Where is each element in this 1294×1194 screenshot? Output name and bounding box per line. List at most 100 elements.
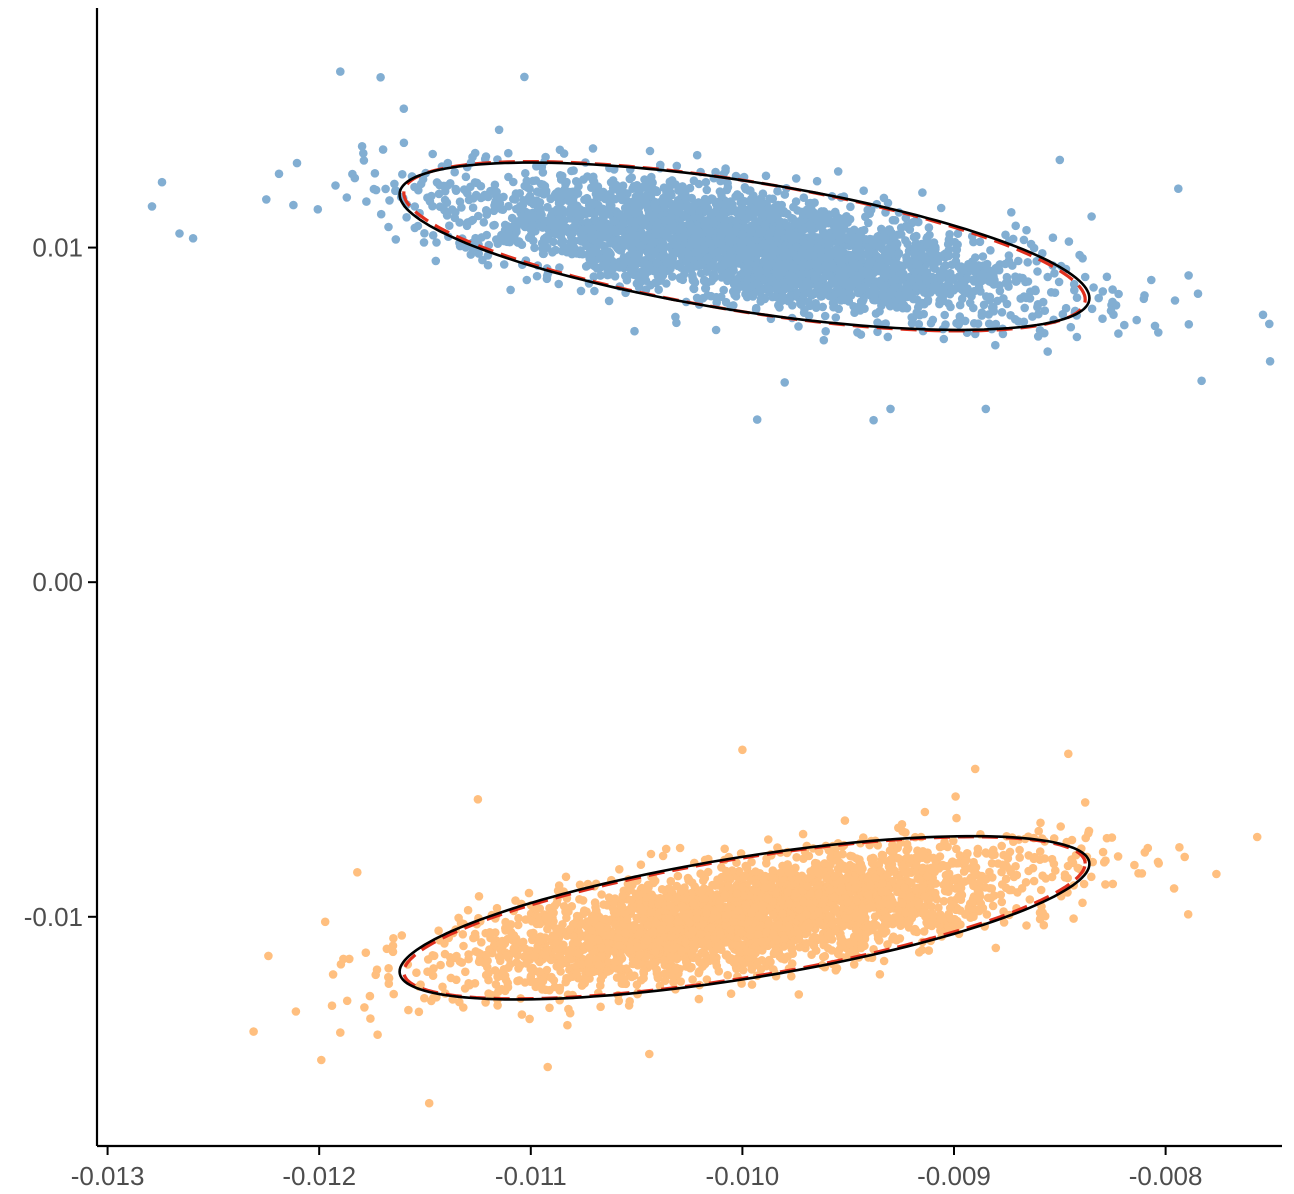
data-point bbox=[945, 235, 954, 244]
data-point bbox=[773, 186, 782, 196]
data-point bbox=[1089, 283, 1098, 292]
data-point bbox=[451, 186, 461, 195]
data-point bbox=[416, 179, 426, 189]
data-point bbox=[628, 217, 637, 227]
data-point bbox=[933, 257, 943, 266]
data-point bbox=[504, 230, 513, 240]
data-point bbox=[525, 1014, 534, 1024]
data-point bbox=[1033, 267, 1042, 276]
data-point bbox=[514, 913, 523, 923]
data-point bbox=[619, 194, 628, 204]
data-point bbox=[934, 903, 943, 912]
data-point bbox=[863, 205, 872, 215]
data-point bbox=[779, 278, 788, 288]
data-point bbox=[659, 229, 669, 239]
data-point bbox=[811, 260, 821, 270]
data-point bbox=[809, 251, 818, 261]
data-point bbox=[879, 298, 888, 307]
data-point bbox=[719, 285, 728, 295]
data-point bbox=[652, 205, 661, 214]
data-point bbox=[819, 335, 829, 345]
data-point bbox=[336, 960, 346, 969]
data-point bbox=[686, 206, 696, 216]
data-point bbox=[492, 903, 502, 913]
data-point bbox=[952, 813, 961, 823]
data-point bbox=[652, 258, 661, 268]
data-point bbox=[621, 271, 630, 281]
data-point bbox=[398, 170, 407, 179]
data-point bbox=[939, 896, 949, 906]
data-point bbox=[542, 965, 552, 975]
data-point bbox=[1183, 910, 1193, 919]
data-point bbox=[350, 173, 360, 183]
data-point bbox=[981, 404, 991, 414]
data-point bbox=[786, 291, 795, 301]
data-point bbox=[959, 265, 968, 275]
data-point bbox=[1102, 272, 1112, 282]
data-point bbox=[736, 239, 745, 249]
data-point bbox=[985, 277, 994, 286]
data-point bbox=[952, 240, 962, 250]
data-point bbox=[875, 307, 884, 316]
data-point bbox=[941, 879, 950, 888]
data-point bbox=[640, 175, 649, 184]
data-point bbox=[853, 303, 862, 312]
data-point bbox=[489, 221, 498, 230]
data-point bbox=[701, 177, 711, 187]
data-point bbox=[696, 260, 706, 270]
data-point bbox=[509, 177, 518, 187]
data-point bbox=[871, 277, 881, 286]
data-point bbox=[548, 248, 557, 257]
data-point bbox=[940, 310, 949, 320]
data-point bbox=[390, 179, 399, 189]
data-point bbox=[1170, 296, 1180, 305]
data-point bbox=[695, 206, 705, 215]
data-point bbox=[546, 194, 555, 204]
data-point bbox=[896, 261, 905, 270]
data-point bbox=[530, 243, 539, 253]
data-point bbox=[552, 939, 561, 948]
data-point bbox=[597, 204, 606, 213]
data-point bbox=[872, 264, 881, 274]
data-point bbox=[779, 244, 789, 254]
data-point bbox=[735, 247, 744, 256]
data-point bbox=[916, 251, 926, 260]
data-point bbox=[702, 267, 711, 277]
data-point bbox=[342, 193, 352, 202]
data-point bbox=[821, 327, 830, 336]
data-point bbox=[1075, 250, 1084, 260]
data-point bbox=[764, 835, 773, 844]
data-point bbox=[614, 244, 624, 253]
data-point bbox=[320, 917, 330, 927]
data-point bbox=[529, 213, 539, 222]
data-point bbox=[376, 209, 386, 219]
data-point bbox=[1025, 895, 1035, 904]
data-point bbox=[769, 244, 779, 254]
data-point bbox=[808, 214, 817, 223]
data-point bbox=[944, 299, 953, 308]
data-point bbox=[797, 270, 807, 280]
data-point bbox=[777, 200, 786, 210]
data-point bbox=[743, 257, 752, 267]
data-point bbox=[757, 285, 767, 294]
data-point bbox=[274, 169, 284, 179]
data-point bbox=[909, 294, 918, 304]
data-point bbox=[385, 196, 394, 205]
data-point bbox=[775, 216, 784, 226]
data-point bbox=[1025, 294, 1035, 303]
data-point bbox=[745, 210, 755, 219]
data-point bbox=[825, 291, 834, 301]
data-point bbox=[859, 225, 869, 235]
data-point bbox=[292, 158, 302, 168]
data-point bbox=[420, 993, 429, 1003]
data-point bbox=[845, 250, 855, 260]
data-point bbox=[692, 238, 702, 248]
data-point bbox=[774, 227, 783, 237]
data-point bbox=[481, 950, 491, 960]
data-point bbox=[919, 927, 929, 936]
data-point bbox=[734, 866, 744, 876]
data-point bbox=[819, 207, 829, 216]
data-point bbox=[447, 205, 457, 214]
data-point bbox=[474, 892, 484, 901]
data-point bbox=[873, 318, 882, 327]
